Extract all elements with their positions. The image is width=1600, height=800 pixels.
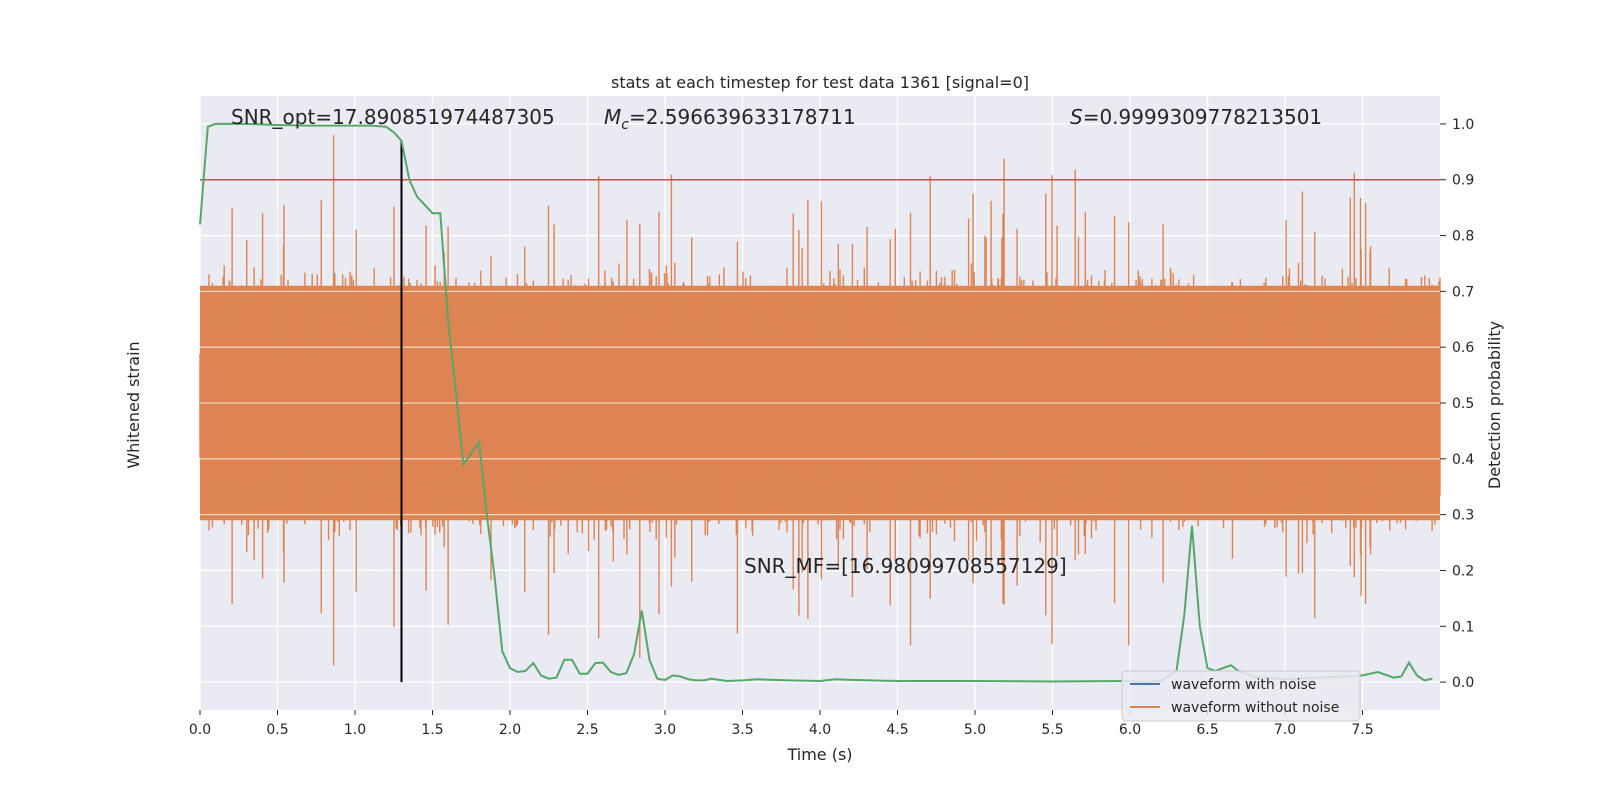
s-annotation: S=0.9999309778213501 bbox=[1070, 105, 1322, 129]
x-tick-label: 4.0 bbox=[809, 722, 831, 738]
y-right-axis-label: Detection probability bbox=[1485, 321, 1504, 489]
x-tick-label: 3.0 bbox=[654, 722, 676, 738]
x-tick-label: 7.5 bbox=[1351, 722, 1373, 738]
detection-probability-series bbox=[199, 122, 1433, 684]
y-left-axis-label: Whitened strain bbox=[124, 341, 143, 468]
x-tick-label: 6.5 bbox=[1196, 722, 1218, 738]
x-tick-label: 2.0 bbox=[499, 722, 521, 738]
x-tick-label: 0.0 bbox=[189, 722, 211, 738]
x-tick-label: 1.5 bbox=[421, 722, 443, 738]
x-tick-label: 7.0 bbox=[1274, 722, 1296, 738]
snr-opt-annotation: SNR_opt=17.890851974487305 bbox=[231, 105, 555, 129]
y-tick-label: 1.0 bbox=[1452, 117, 1474, 133]
y-tick-label: 0.3 bbox=[1452, 508, 1474, 524]
x-tick-label: 3.5 bbox=[731, 722, 753, 738]
y-tick-label: 0.4 bbox=[1452, 452, 1474, 468]
x-tick-label: 4.5 bbox=[886, 722, 908, 738]
y-tick-label: 0.2 bbox=[1452, 563, 1474, 579]
x-axis-label: Time (s) bbox=[786, 745, 852, 764]
x-tick-label: 0.5 bbox=[266, 722, 288, 738]
chart-title: stats at each timestep for test data 136… bbox=[611, 73, 1029, 92]
y-tick-label: 0.5 bbox=[1452, 396, 1474, 412]
legend: waveform with noise waveform without noi… bbox=[1121, 670, 1361, 722]
y-tick-label: 0.1 bbox=[1452, 619, 1474, 635]
waveform-trace bbox=[199, 135, 1441, 666]
y-tick-label: 0.7 bbox=[1452, 284, 1474, 300]
legend-label-with-noise: waveform with noise bbox=[1171, 677, 1316, 693]
snr-mf-annotation: SNR_MF=[16.98099708557129] bbox=[744, 554, 1067, 578]
y-tick-label: 0.8 bbox=[1452, 229, 1474, 245]
y-right-axis-ticks: 0.0 0.1 0.2 0.3 0.4 0.5 0.6 0.7 0.8 0.9 1.0 bbox=[1440, 117, 1474, 691]
x-tick-label: 5.0 bbox=[964, 722, 986, 738]
y-tick-label: 0.9 bbox=[1452, 173, 1474, 189]
x-tick-label: 6.0 bbox=[1119, 722, 1141, 738]
waveform-without-noise-series bbox=[199, 135, 1441, 666]
chirp-mass-annotation: Mc=2.596639633178711 bbox=[604, 105, 856, 133]
legend-box bbox=[1121, 670, 1361, 722]
y-tick-label: 0.0 bbox=[1452, 675, 1474, 691]
x-tick-label: 5.5 bbox=[1041, 722, 1063, 738]
x-axis-ticks: 0.0 0.5 1.0 1.5 2.0 2.5 3.0 3.5 4.0 4.5 5.0 5.5 6.0 6… bbox=[189, 710, 1374, 738]
legend-label-without-noise: waveform without noise bbox=[1171, 700, 1339, 716]
x-tick-label: 1.0 bbox=[344, 722, 366, 738]
x-tick-label: 2.5 bbox=[576, 722, 598, 738]
y-tick-label: 0.6 bbox=[1452, 340, 1474, 356]
